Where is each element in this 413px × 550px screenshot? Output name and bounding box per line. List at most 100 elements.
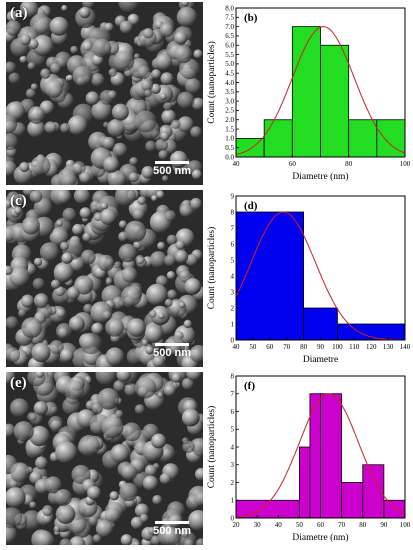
x-tick-label: 60 [289, 160, 297, 168]
panel-letter: (d) [244, 200, 258, 212]
sem-texture [6, 372, 203, 545]
histogram-chart: 0 1 2 3 4 5 6 7 8 9 40 50 60 70 80 90 100 110 120 130 140 Dia… [206, 192, 411, 365]
x-tick-label: 40 [233, 160, 241, 168]
x-tick-label: 40 [275, 521, 283, 529]
y-tick-label: 7 [231, 224, 235, 232]
y-tick-label: 3.5 [225, 88, 234, 96]
x-tick-label: 110 [349, 343, 360, 351]
y-tick-label: 4 [231, 443, 235, 451]
histogram-f: 0 1 2 3 4 5 6 7 8 20 30 40 50 60 70 80 90 100 Diametre (nm… [206, 370, 411, 548]
x-tick-label: 80 [345, 160, 353, 168]
histogram-chart: 0.00.51.0 1.52.02.5 3.03.54.0 4.55.05.56.0 6… [206, 4, 411, 182]
x-tick-label: 40 [233, 343, 241, 351]
y-tick-label: 0.0 [225, 153, 234, 161]
sem-image-e: (e) 500 nm [6, 372, 203, 545]
y-tick-label: 5 [231, 426, 235, 434]
y-tick-label: 5 [231, 256, 235, 264]
histogram-b: 0.0 0.5 1.0 1.5 2.0 2.5 3.0 3.5 4.0 4.5 5.0 5.5 6.0 6… [206, 2, 411, 187]
y-tick-label: 9 [231, 192, 235, 200]
panel-letter-e: (e) [10, 375, 27, 391]
scale-bar: 500 nm [153, 161, 191, 177]
x-tick-label: 100 [400, 521, 411, 529]
y-tick-label: 3.0 [225, 97, 234, 105]
histogram-bar [383, 499, 406, 519]
histogram-bar [235, 211, 304, 341]
histogram-bar [320, 44, 350, 158]
histogram-d: 0 1 2 3 4 5 6 7 8 9 40 50 60 70 80 90 100 110 120 130 140 Dia… [206, 190, 411, 370]
x-tick-label: 90 [317, 343, 325, 351]
y-tick-label: 0 [231, 336, 235, 344]
histogram-chart: 0 1 2 3 4 5 6 7 8 20 30 40 50 60 70 80 90 100 Diametre (nm… [206, 372, 411, 543]
fit-curve [235, 393, 406, 518]
x-axis-label: Diametre [303, 355, 338, 365]
x-tick-label: 100 [400, 160, 411, 168]
y-axis-label: Count (nanoparticles) [206, 406, 217, 489]
y-tick-label: 1 [231, 497, 235, 505]
y-tick-label: 2.0 [225, 116, 234, 124]
histogram-bar [341, 482, 364, 519]
x-tick-label: 70 [283, 343, 291, 351]
y-tick-label: 2 [231, 479, 235, 487]
y-tick-label: 2 [231, 304, 235, 312]
histogram-bar [303, 307, 338, 341]
scale-bar: 500 nm [153, 343, 191, 359]
scale-bar: 500 nm [153, 521, 191, 537]
x-tick-label: 60 [266, 343, 274, 351]
x-tick-label: 140 [400, 343, 411, 351]
y-tick-label: 1.5 [225, 125, 234, 133]
sem-texture [6, 190, 203, 367]
histogram-bar [348, 119, 378, 158]
y-tick-label: 7.0 [225, 23, 234, 31]
x-tick-label: 50 [249, 343, 257, 351]
y-tick-label: 8.0 [225, 4, 234, 12]
x-tick-label: 80 [359, 521, 367, 529]
scale-bar-label: 500 nm [153, 347, 191, 359]
y-tick-label: 3 [231, 288, 235, 296]
x-tick-label: 50 [296, 521, 304, 529]
y-tick-label: 8 [231, 208, 235, 216]
sem-image-a: (a) 500 nm [6, 2, 203, 185]
x-tick-label: 20 [233, 521, 241, 529]
panel-letter-c: (c) [10, 193, 27, 209]
y-tick-label: 4.0 [225, 79, 234, 87]
histogram-bar [291, 26, 321, 158]
x-tick-label: 90 [380, 521, 388, 529]
histogram-bar [263, 119, 293, 158]
y-tick-label: 1 [231, 320, 235, 328]
sem-texture [6, 2, 203, 185]
y-tick-label: 7.5 [225, 14, 234, 22]
y-axis-label: Count (nanoparticles) [206, 227, 217, 310]
x-axis-label: Diametre (nm) [292, 532, 348, 543]
x-tick-label: 60 [317, 521, 325, 529]
y-tick-label: 4.5 [225, 69, 234, 77]
x-tick-label: 120 [366, 343, 377, 351]
sem-image-c: (c) 500 nm [6, 190, 203, 367]
y-tick-label: 3 [231, 461, 235, 469]
fit-curve [235, 26, 406, 155]
histogram-bar [298, 446, 311, 519]
scale-bar-label: 500 nm [153, 525, 191, 537]
y-tick-label: 7 [231, 390, 235, 398]
panel-letter: (b) [244, 12, 258, 24]
histogram-bar [320, 393, 343, 519]
x-axis-label: Diametre (nm) [292, 171, 348, 182]
y-tick-label: 5.5 [225, 51, 234, 59]
y-tick-label: 0 [231, 514, 235, 522]
panel-letter: (f) [244, 380, 255, 392]
y-tick-label: 0.5 [225, 144, 234, 152]
y-tick-label: 6.0 [225, 42, 234, 50]
y-tick-label: 8 [231, 372, 235, 380]
panel-letter-a: (a) [10, 5, 28, 21]
y-tick-label: 6.5 [225, 32, 234, 40]
y-tick-label: 4 [231, 272, 235, 280]
scale-bar-label: 500 nm [153, 165, 191, 177]
y-tick-label: 1.0 [225, 135, 234, 143]
x-tick-label: 30 [254, 521, 262, 529]
x-tick-label: 80 [300, 343, 308, 351]
x-tick-label: 70 [338, 521, 346, 529]
y-axis-label: Count (nanoparticles) [206, 41, 217, 124]
x-tick-label: 100 [332, 343, 343, 351]
y-tick-label: 6 [231, 408, 235, 416]
y-tick-label: 2.5 [225, 107, 234, 115]
y-tick-label: 5.0 [225, 60, 234, 68]
